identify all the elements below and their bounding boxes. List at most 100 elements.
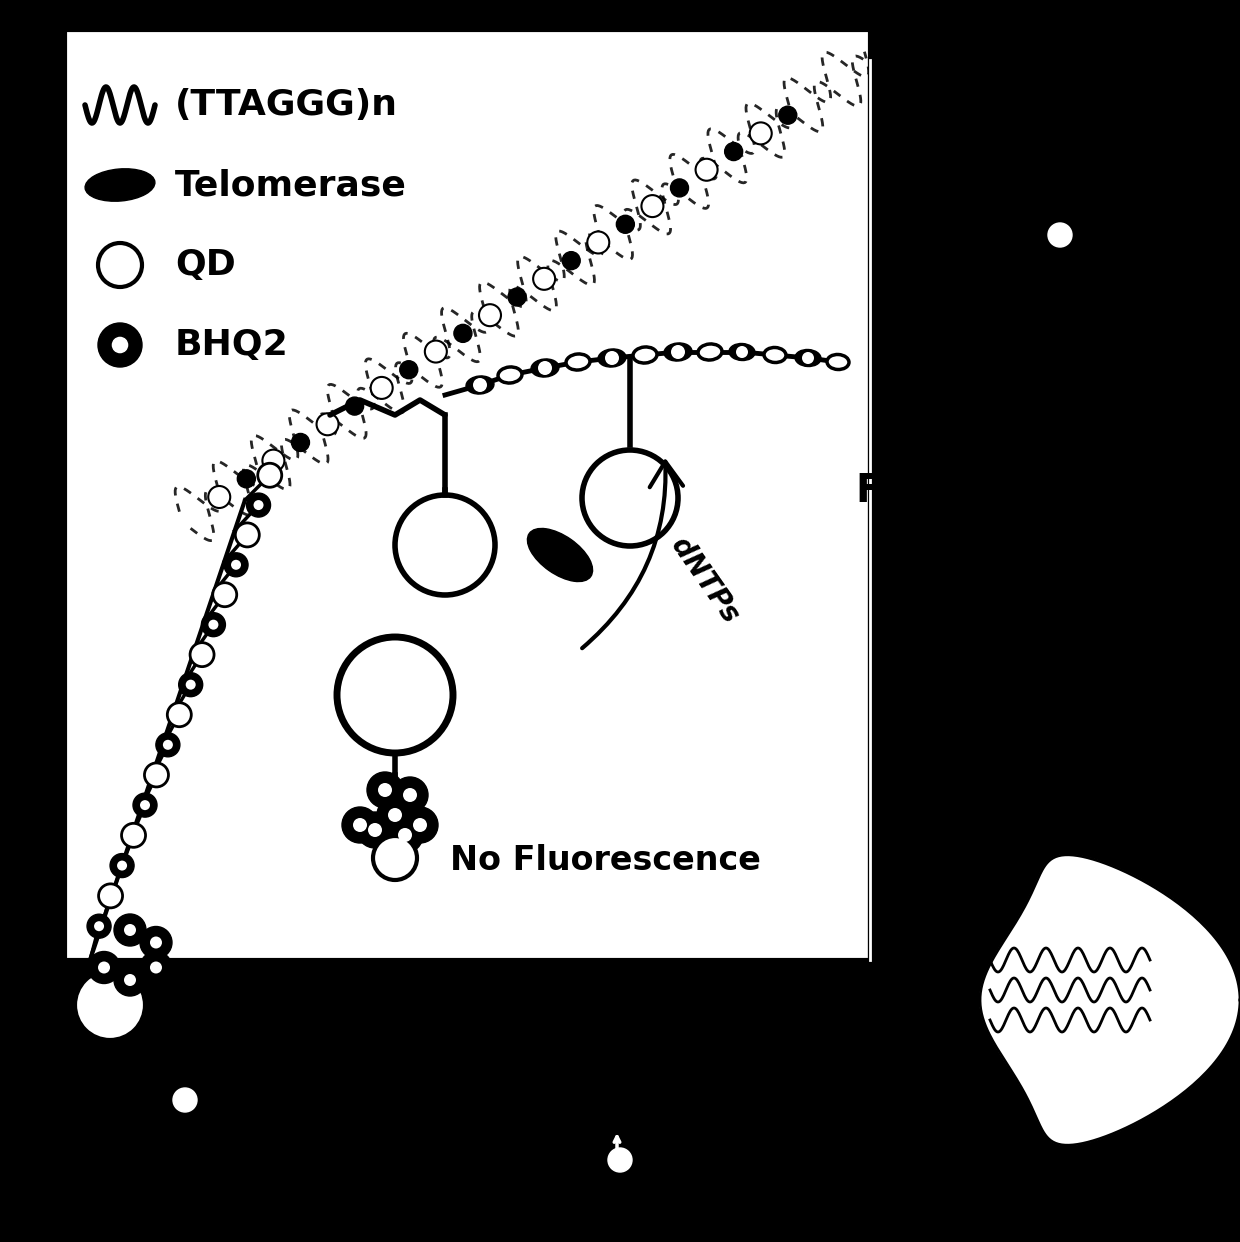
Circle shape bbox=[479, 304, 501, 327]
Circle shape bbox=[582, 450, 678, 546]
Circle shape bbox=[588, 231, 609, 253]
Circle shape bbox=[373, 836, 417, 881]
Circle shape bbox=[737, 347, 748, 358]
Circle shape bbox=[508, 288, 526, 306]
Circle shape bbox=[201, 612, 226, 637]
Ellipse shape bbox=[598, 349, 626, 368]
Polygon shape bbox=[980, 854, 1240, 1145]
Circle shape bbox=[162, 740, 172, 750]
Circle shape bbox=[342, 807, 378, 843]
Circle shape bbox=[337, 637, 453, 753]
Circle shape bbox=[538, 361, 552, 375]
Circle shape bbox=[144, 763, 169, 787]
Circle shape bbox=[213, 582, 237, 606]
Circle shape bbox=[413, 818, 427, 832]
Circle shape bbox=[802, 351, 813, 364]
Text: BHQ2: BHQ2 bbox=[175, 328, 289, 361]
Ellipse shape bbox=[634, 347, 657, 363]
Ellipse shape bbox=[698, 344, 722, 360]
Circle shape bbox=[150, 936, 162, 949]
Circle shape bbox=[140, 800, 150, 810]
Circle shape bbox=[231, 560, 241, 570]
Circle shape bbox=[117, 861, 126, 871]
Text: QD: QD bbox=[175, 248, 236, 282]
Circle shape bbox=[396, 496, 495, 595]
Circle shape bbox=[224, 553, 248, 576]
Circle shape bbox=[750, 123, 771, 144]
Circle shape bbox=[98, 243, 143, 287]
Circle shape bbox=[98, 323, 143, 366]
Circle shape bbox=[258, 463, 281, 487]
Circle shape bbox=[140, 927, 172, 959]
Circle shape bbox=[140, 951, 172, 984]
Circle shape bbox=[368, 823, 382, 837]
Ellipse shape bbox=[498, 366, 522, 383]
Circle shape bbox=[124, 974, 136, 986]
Circle shape bbox=[357, 812, 393, 848]
Circle shape bbox=[98, 884, 123, 908]
Circle shape bbox=[371, 376, 393, 399]
Text: Telomerase: Telomerase bbox=[175, 168, 407, 202]
Ellipse shape bbox=[565, 354, 590, 370]
Circle shape bbox=[367, 773, 403, 809]
Circle shape bbox=[114, 964, 146, 996]
Circle shape bbox=[353, 818, 367, 832]
Circle shape bbox=[402, 807, 438, 843]
Circle shape bbox=[392, 777, 428, 814]
Circle shape bbox=[87, 914, 112, 938]
Text: dNTPs: dNTPs bbox=[665, 532, 744, 628]
Ellipse shape bbox=[729, 344, 755, 360]
Circle shape bbox=[124, 924, 136, 936]
Circle shape bbox=[399, 360, 418, 379]
Circle shape bbox=[608, 1148, 632, 1172]
Ellipse shape bbox=[827, 354, 849, 370]
FancyArrowPatch shape bbox=[582, 462, 683, 648]
Circle shape bbox=[88, 951, 120, 984]
Circle shape bbox=[208, 486, 231, 508]
Circle shape bbox=[247, 493, 270, 517]
Circle shape bbox=[1048, 224, 1073, 247]
Circle shape bbox=[533, 268, 556, 289]
Circle shape bbox=[378, 782, 392, 797]
Circle shape bbox=[112, 337, 129, 354]
Circle shape bbox=[122, 823, 145, 847]
Ellipse shape bbox=[466, 376, 494, 394]
Circle shape bbox=[387, 817, 423, 853]
Circle shape bbox=[186, 679, 196, 689]
Circle shape bbox=[110, 853, 134, 878]
Circle shape bbox=[236, 523, 259, 546]
Text: No Fluorescence: No Fluorescence bbox=[450, 843, 761, 877]
Ellipse shape bbox=[795, 349, 821, 366]
Ellipse shape bbox=[764, 348, 786, 363]
Circle shape bbox=[156, 733, 180, 756]
Circle shape bbox=[562, 252, 580, 270]
Circle shape bbox=[671, 179, 688, 197]
Circle shape bbox=[641, 195, 663, 217]
Circle shape bbox=[253, 501, 264, 510]
Circle shape bbox=[174, 1088, 197, 1112]
Circle shape bbox=[616, 215, 635, 233]
Circle shape bbox=[190, 642, 215, 667]
Circle shape bbox=[605, 351, 619, 365]
Circle shape bbox=[114, 914, 146, 946]
Ellipse shape bbox=[86, 169, 155, 201]
Bar bbox=[64, 30, 870, 960]
Circle shape bbox=[263, 450, 284, 472]
Circle shape bbox=[291, 433, 310, 451]
Circle shape bbox=[779, 107, 797, 124]
Text: Flu.: Flu. bbox=[856, 471, 937, 509]
Circle shape bbox=[74, 970, 145, 1040]
Circle shape bbox=[377, 797, 413, 833]
Circle shape bbox=[94, 922, 104, 932]
Circle shape bbox=[724, 143, 743, 160]
Circle shape bbox=[671, 345, 684, 359]
Circle shape bbox=[167, 703, 191, 727]
Circle shape bbox=[237, 469, 255, 488]
Circle shape bbox=[179, 673, 202, 697]
Circle shape bbox=[403, 787, 417, 802]
Circle shape bbox=[398, 828, 412, 842]
Circle shape bbox=[454, 324, 472, 343]
Circle shape bbox=[133, 794, 157, 817]
Circle shape bbox=[316, 414, 339, 435]
Circle shape bbox=[425, 340, 446, 363]
